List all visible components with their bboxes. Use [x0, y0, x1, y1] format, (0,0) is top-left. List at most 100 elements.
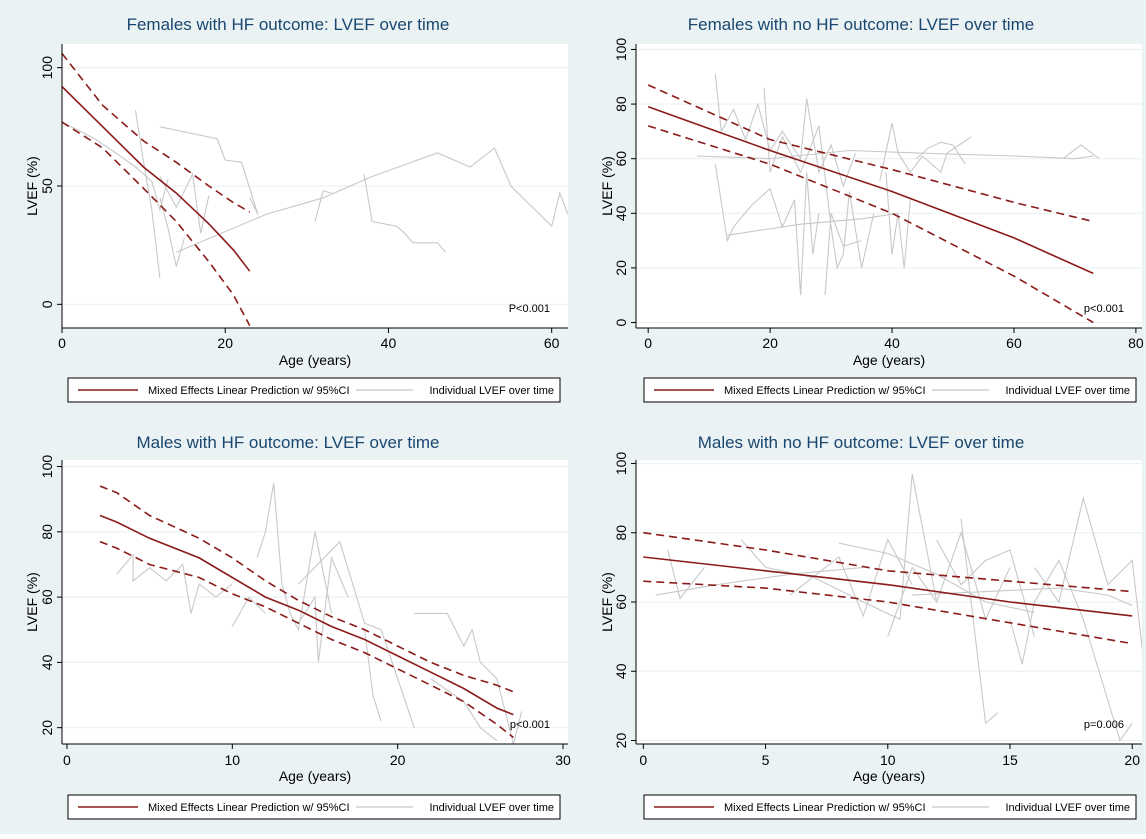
p-value-label: p<0.001	[510, 719, 550, 731]
chart-title: Females with HF outcome: LVEF over time	[127, 15, 450, 34]
legend: Mixed Effects Linear Prediction w/ 95%CI…	[67, 794, 561, 820]
p-value-label: p=0.006	[1084, 719, 1124, 731]
p-value-label: p<0.001	[1084, 303, 1124, 315]
chart-panel-3: Males with HF outcome: LVEF over time 20 4…	[24, 433, 571, 820]
individual-trajectory-7	[885, 172, 911, 268]
chart-panel-1: Females with HF outcome: LVEF over time 0…	[24, 15, 568, 403]
chart-title: Males with HF outcome: LVEF over time	[137, 433, 440, 452]
x-tick-label: 20	[217, 335, 233, 351]
y-tick-label: 60	[613, 151, 629, 167]
individual-trajectory-5	[298, 540, 415, 728]
x-tick-label: 0	[639, 752, 647, 768]
individual-trajectory-6	[727, 212, 899, 236]
data-area	[643, 473, 1142, 742]
ci-upper-line	[643, 531, 1133, 593]
y-tick-label: 80	[613, 525, 629, 541]
x-tick-label: 20	[1124, 752, 1140, 768]
x-tick-label: 60	[544, 335, 560, 351]
legend-box	[643, 794, 1137, 820]
y-tick-label: 40	[613, 205, 629, 221]
individual-trajectory-9	[916, 141, 966, 165]
individual-trajectory-9	[1033, 495, 1142, 652]
y-tick-label: 50	[39, 178, 55, 194]
legend-prediction-label: Mixed Effects Linear Prediction w/ 95%CI	[724, 385, 926, 397]
individual-trajectory-2	[667, 549, 705, 600]
x-tick-label: 20	[390, 752, 406, 768]
prediction-line	[647, 106, 1094, 275]
x-tick-label: 80	[1128, 335, 1144, 351]
prediction-line	[62, 86, 251, 272]
x-tick-label: 0	[63, 752, 71, 768]
legend-box	[643, 377, 1137, 403]
x-axis-label: Age (years)	[853, 768, 925, 784]
individual-trajectory-1	[62, 121, 169, 212]
data-area	[647, 73, 1100, 324]
chart-title: Females with no HF outcome: LVEF over ti…	[688, 15, 1034, 34]
data-area	[62, 53, 568, 326]
x-tick-label: 10	[225, 752, 241, 768]
y-tick-label: 20	[613, 733, 629, 749]
individual-trajectory-1	[714, 73, 857, 188]
individual-trajectory-5	[887, 530, 1011, 637]
legend-prediction-label: Mixed Effects Linear Prediction w/ 95%CI	[724, 802, 926, 814]
individual-trajectory-4	[298, 555, 349, 663]
y-axis-label: LVEF (%)	[599, 572, 615, 632]
individual-trajectory-5	[159, 126, 259, 215]
individual-trajectory-7	[960, 518, 999, 725]
legend: Mixed Effects Linear Prediction w/ 95%CI…	[643, 794, 1137, 820]
legend-box	[67, 794, 561, 820]
y-tick-label: 0	[613, 318, 629, 326]
x-tick-label: 40	[381, 335, 397, 351]
plot-area	[636, 44, 1142, 328]
individual-trajectory-2	[134, 110, 161, 279]
individual-trajectory-4	[789, 538, 913, 618]
x-tick-label: 30	[555, 752, 571, 768]
y-tick-label: 100	[39, 455, 55, 479]
x-tick-label: 40	[884, 335, 900, 351]
legend-individual-label: Individual LVEF over time	[1005, 385, 1130, 397]
individual-trajectory-8	[1009, 559, 1133, 742]
legend: Mixed Effects Linear Prediction w/ 95%CI…	[67, 377, 561, 403]
ci-lower-line	[99, 540, 514, 739]
individual-trajectory-8	[363, 174, 447, 253]
individual-trajectory-2	[231, 596, 266, 627]
prediction-line	[643, 556, 1133, 617]
individual-trajectory-6	[364, 629, 382, 722]
individual-trajectory-4	[159, 197, 185, 267]
y-tick-label: 80	[613, 96, 629, 112]
y-tick-label: 20	[613, 260, 629, 276]
ci-upper-line	[99, 485, 514, 693]
y-axis-label: LVEF (%)	[24, 572, 40, 632]
individual-trajectory-6	[838, 542, 1035, 613]
y-axis-label: LVEF (%)	[599, 156, 615, 216]
y-axis-label: LVEF (%)	[24, 156, 40, 216]
p-value-label: P<0.001	[509, 303, 550, 315]
y-tick-label: 100	[39, 56, 55, 80]
x-tick-label: 15	[1002, 752, 1018, 768]
x-tick-label: 10	[880, 752, 896, 768]
x-tick-label: 0	[644, 335, 652, 351]
chart-panel-2: Females with no HF outcome: LVEF over ti…	[599, 15, 1144, 403]
y-tick-label: 0	[39, 300, 55, 308]
y-tick-label: 60	[613, 594, 629, 610]
individual-trajectory-10	[912, 587, 1133, 607]
legend-box	[67, 377, 561, 403]
y-tick-label: 80	[39, 524, 55, 540]
legend-prediction-label: Mixed Effects Linear Prediction w/ 95%CI	[148, 802, 350, 814]
individual-trajectory-3	[256, 482, 333, 632]
x-axis-label: Age (years)	[279, 352, 351, 368]
y-tick-label: 100	[613, 38, 629, 62]
individual-trajectory-3	[159, 172, 210, 234]
y-tick-label: 40	[39, 654, 55, 670]
individual-trajectory-8	[824, 213, 862, 296]
y-tick-label: 20	[39, 720, 55, 736]
x-tick-label: 5	[762, 752, 770, 768]
chart-panel-4: Males with no HF outcome: LVEF over time…	[599, 433, 1142, 820]
individual-trajectory-1	[116, 553, 233, 614]
ci-lower-line	[643, 580, 1133, 645]
y-tick-label: 60	[39, 589, 55, 605]
individual-trajectory-3	[763, 87, 875, 270]
legend: Mixed Effects Linear Prediction w/ 95%CI…	[643, 377, 1137, 403]
prediction-line	[99, 514, 514, 716]
